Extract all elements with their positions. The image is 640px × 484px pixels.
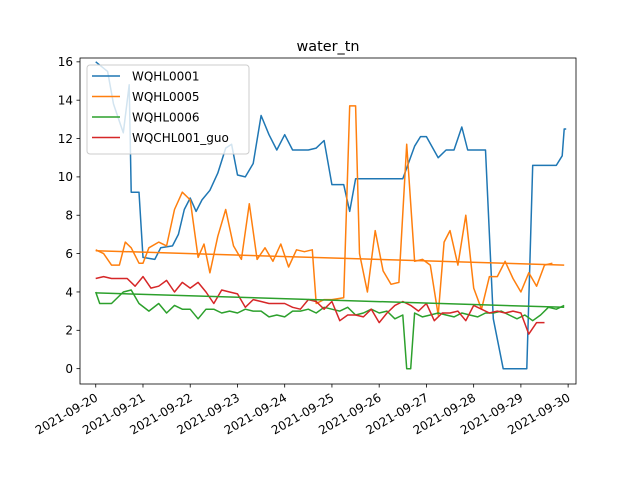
y-tick-label: 16 <box>58 55 73 69</box>
chart-title: water_tn <box>297 39 360 55</box>
y-tick-label: 4 <box>65 285 73 299</box>
legend-label: WQHL0005 <box>132 90 200 104</box>
series-line-wqhl0005 <box>95 105 553 316</box>
legend-label: WQCHL001_guo <box>132 131 229 145</box>
y-tick-label: 12 <box>58 132 73 146</box>
legend-label: WQHL0001 <box>132 70 200 84</box>
y-tick-label: 8 <box>65 209 73 223</box>
y-tick-label: 10 <box>58 170 73 184</box>
series-line-wqhl0001 <box>95 61 567 370</box>
trend-line-2 <box>95 292 565 309</box>
y-tick-label: 0 <box>65 362 73 376</box>
plot-frame <box>79 57 577 385</box>
y-tick-label: 2 <box>65 324 73 338</box>
series-line-wqchl001-guo <box>95 275 545 335</box>
legend-box <box>86 64 250 155</box>
legend: WQHL0001 WQHL0005 WQHL0006 WQCHL001_guo <box>86 64 250 155</box>
y-tick-label: 6 <box>65 247 73 261</box>
series-layer <box>94 61 567 370</box>
trend-line-1 <box>95 249 565 266</box>
legend-label: WQHL0006 <box>132 111 200 125</box>
series-line-wqhl0006 <box>94 289 565 370</box>
y-tick-label: 14 <box>58 93 73 107</box>
